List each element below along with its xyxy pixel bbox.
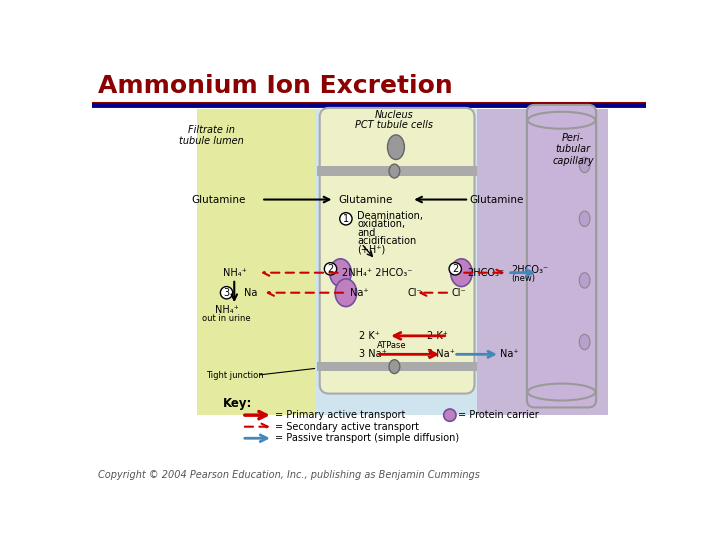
Bar: [477, 110, 608, 415]
Ellipse shape: [335, 279, 356, 307]
Ellipse shape: [330, 259, 351, 287]
Text: = Primary active transport: = Primary active transport: [275, 410, 405, 420]
Text: = Passive transport (simple diffusion): = Passive transport (simple diffusion): [275, 433, 459, 443]
Text: 2: 2: [328, 264, 333, 274]
Ellipse shape: [451, 259, 472, 287]
Text: (+H⁺): (+H⁺): [357, 245, 386, 254]
Text: PCT tubule cells: PCT tubule cells: [356, 120, 433, 130]
Text: Na: Na: [244, 288, 257, 298]
Ellipse shape: [389, 164, 400, 178]
Text: oxidation,: oxidation,: [357, 219, 405, 229]
Text: NH₄⁺: NH₄⁺: [223, 268, 248, 278]
Bar: [318, 362, 477, 372]
Text: Glutamine: Glutamine: [192, 194, 246, 205]
Circle shape: [220, 287, 233, 299]
Text: (new): (new): [511, 274, 536, 282]
Circle shape: [340, 213, 352, 225]
Text: Deamination,: Deamination,: [357, 211, 423, 221]
Text: Glutamine: Glutamine: [338, 194, 392, 205]
Text: 1: 1: [343, 214, 349, 224]
Text: 3: 3: [223, 288, 230, 298]
Text: = Protein carrier: = Protein carrier: [459, 410, 539, 420]
Text: Na⁺: Na⁺: [500, 349, 518, 359]
Text: 3 Na⁺: 3 Na⁺: [427, 349, 454, 359]
Text: Copyright © 2004 Pearson Education, Inc., publishing as Benjamin Cummings: Copyright © 2004 Pearson Education, Inc.…: [98, 470, 480, 480]
FancyBboxPatch shape: [527, 105, 596, 408]
Text: NH₄⁺: NH₄⁺: [215, 305, 238, 315]
Ellipse shape: [528, 383, 595, 401]
Text: = Secondary active transport: = Secondary active transport: [275, 422, 419, 431]
Text: Nucleus: Nucleus: [375, 110, 414, 120]
Bar: [318, 166, 477, 176]
Text: Filtrate in
tubule lumen: Filtrate in tubule lumen: [179, 125, 243, 146]
Ellipse shape: [387, 135, 405, 159]
Text: acidification: acidification: [357, 236, 417, 246]
Text: out in urine: out in urine: [202, 314, 251, 322]
Bar: [315, 110, 477, 415]
Text: 2 K⁺: 2 K⁺: [359, 331, 380, 341]
Circle shape: [449, 262, 462, 275]
Text: Cl⁻: Cl⁻: [408, 288, 422, 298]
Circle shape: [324, 262, 337, 275]
Ellipse shape: [579, 334, 590, 350]
Ellipse shape: [528, 112, 595, 129]
Bar: [197, 110, 315, 415]
Text: ATPase: ATPase: [377, 341, 407, 349]
Text: Glutamine: Glutamine: [469, 194, 523, 205]
Ellipse shape: [579, 211, 590, 226]
Ellipse shape: [389, 360, 400, 374]
FancyBboxPatch shape: [320, 108, 474, 394]
Ellipse shape: [579, 157, 590, 173]
Text: Cl⁻: Cl⁻: [451, 288, 466, 298]
Text: 2: 2: [452, 264, 459, 274]
Text: Tight junction: Tight junction: [206, 372, 264, 380]
Text: Ammonium Ion Excretion: Ammonium Ion Excretion: [98, 75, 453, 98]
Text: 2 K⁺: 2 K⁺: [427, 331, 448, 341]
Text: Key:: Key:: [222, 397, 252, 410]
Text: and: and: [357, 228, 376, 238]
Ellipse shape: [579, 273, 590, 288]
Text: Peri-
tubular
capillary: Peri- tubular capillary: [552, 132, 594, 166]
Text: 2HCO₃⁻: 2HCO₃⁻: [467, 268, 505, 278]
Text: 2NH₄⁺ 2HCO₃⁻: 2NH₄⁺ 2HCO₃⁻: [342, 268, 413, 278]
Text: 3 Na⁺: 3 Na⁺: [359, 349, 387, 359]
Text: Na⁺: Na⁺: [350, 288, 369, 298]
Text: 2HCO₃⁻: 2HCO₃⁻: [511, 265, 549, 275]
Ellipse shape: [444, 409, 456, 421]
